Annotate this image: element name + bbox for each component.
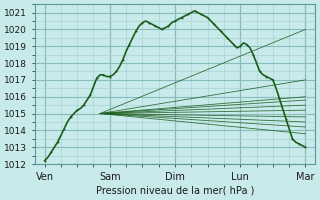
X-axis label: Pression niveau de la mer( hPa ): Pression niveau de la mer( hPa ): [96, 186, 254, 196]
Point: [114, 70, 119, 73]
Point: [244, 43, 249, 46]
Point: [225, 36, 230, 39]
Point: [290, 137, 295, 140]
Point: [303, 146, 308, 149]
Point: [198, 13, 204, 16]
Point: [133, 29, 139, 33]
Point: [81, 104, 86, 107]
Point: [264, 75, 269, 78]
Point: [283, 117, 288, 120]
Point: [270, 78, 276, 81]
Point: [153, 24, 158, 28]
Point: [212, 23, 217, 26]
Point: [68, 115, 73, 119]
Point: [218, 29, 223, 33]
Point: [146, 21, 151, 24]
Point: [127, 43, 132, 46]
Point: [140, 21, 145, 24]
Point: [251, 53, 256, 56]
Point: [257, 70, 262, 73]
Point: [231, 43, 236, 46]
Point: [166, 24, 171, 28]
Point: [61, 127, 67, 130]
Point: [107, 75, 112, 78]
Point: [159, 28, 164, 31]
Point: [205, 16, 210, 19]
Point: [75, 109, 80, 112]
Point: [55, 141, 60, 144]
Point: [49, 151, 54, 154]
Point: [172, 19, 178, 23]
Point: [238, 45, 243, 48]
Point: [88, 93, 93, 97]
Point: [101, 73, 106, 76]
Point: [94, 77, 99, 80]
Point: [296, 142, 301, 145]
Point: [179, 16, 184, 19]
Point: [120, 58, 125, 61]
Point: [192, 9, 197, 12]
Point: [42, 159, 47, 162]
Point: [186, 13, 191, 16]
Point: [277, 97, 282, 100]
